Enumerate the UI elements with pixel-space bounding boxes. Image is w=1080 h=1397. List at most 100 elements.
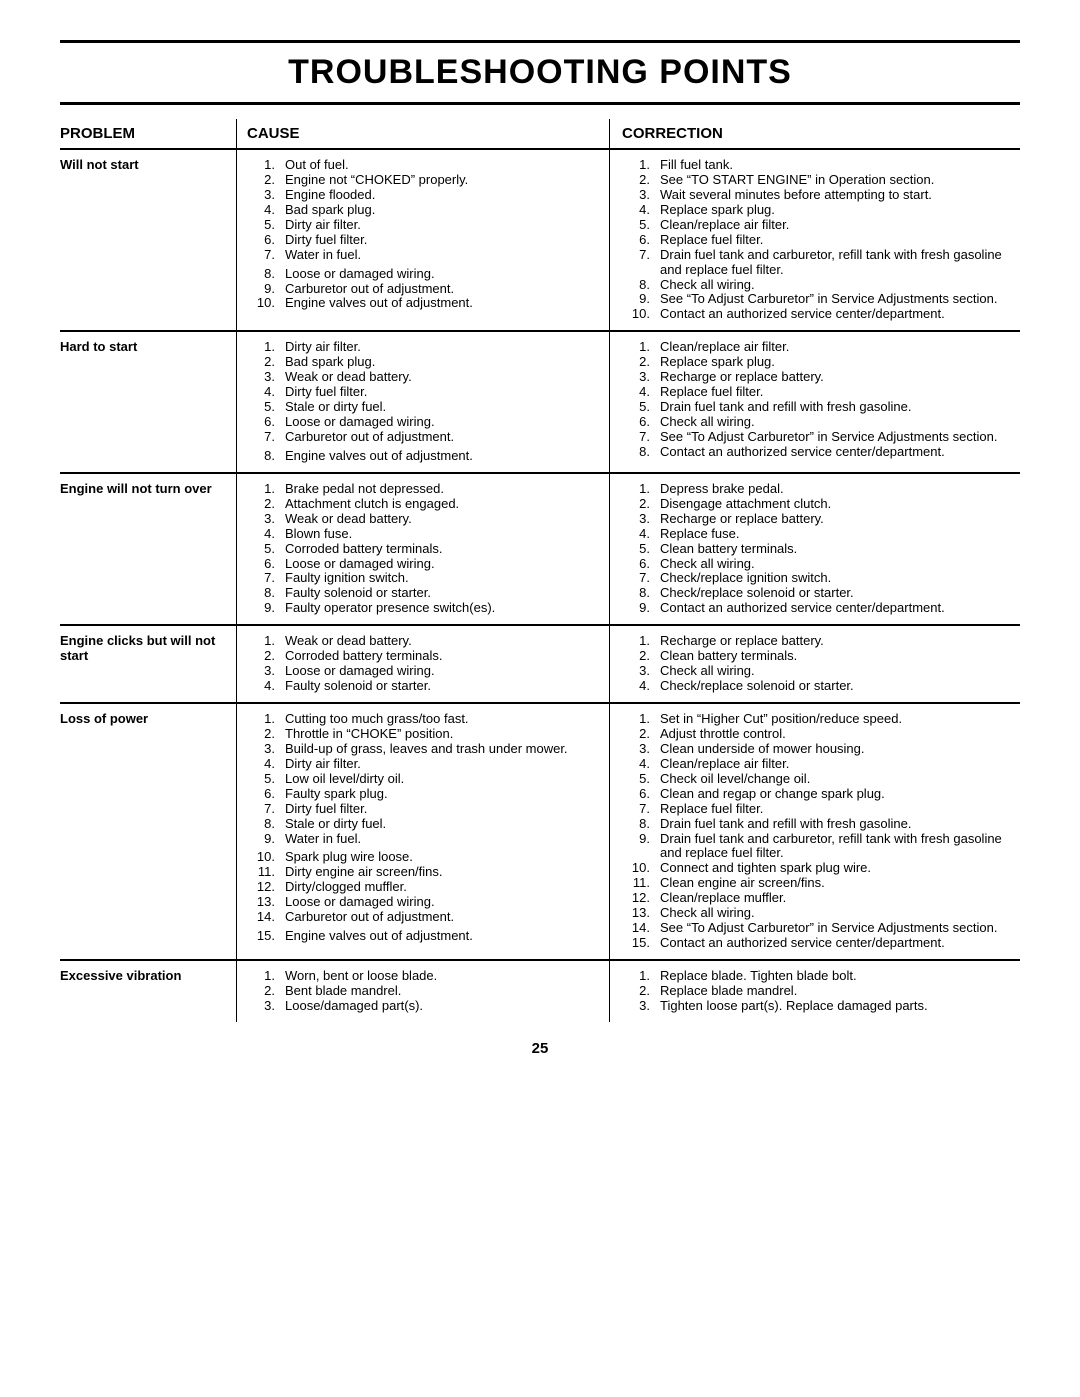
list-number: 4. xyxy=(247,203,285,218)
list-item: 2.Throttle in “CHOKE” position. xyxy=(247,727,597,742)
list-text: Drain fuel tank and refill with fresh ga… xyxy=(660,400,1020,415)
correction-cell: 1.Recharge or replace battery.2.Clean ba… xyxy=(610,625,1021,703)
list-text: Wait several minutes before attempting t… xyxy=(660,188,1020,203)
list-item: 10.Connect and tighten spark plug wire. xyxy=(622,861,1020,876)
list-number: 12. xyxy=(622,891,660,906)
header-problem: PROBLEM xyxy=(60,119,237,149)
list-item: 11.Dirty engine air screen/fins. xyxy=(247,865,597,880)
list-text: Set in “Higher Cut” position/reduce spee… xyxy=(660,712,1020,727)
list-number: 3. xyxy=(247,512,285,527)
list-item: 7.Check/replace ignition switch. xyxy=(622,571,1020,586)
list-number: 2. xyxy=(622,984,660,999)
list-number: 13. xyxy=(247,895,285,910)
list-text: Depress brake pedal. xyxy=(660,482,1020,497)
list-text: Check all wiring. xyxy=(660,557,1020,572)
list-number: 3. xyxy=(247,188,285,203)
list-number: 3. xyxy=(247,370,285,385)
list-item: 6.Faulty spark plug. xyxy=(247,787,597,802)
list-number: 3. xyxy=(247,742,285,757)
list-text: Check all wiring. xyxy=(660,664,1020,679)
list-text: Carburetor out of adjustment. xyxy=(285,282,597,297)
list-number: 6. xyxy=(247,787,285,802)
list-text: Dirty/clogged muffler. xyxy=(285,880,597,895)
list-text: Loose/damaged part(s). xyxy=(285,999,597,1014)
table-row: Engine clicks but will not start1.Weak o… xyxy=(60,625,1020,703)
list-item: 2.Replace spark plug. xyxy=(622,355,1020,370)
list-number: 13. xyxy=(622,906,660,921)
list-number: 9. xyxy=(247,601,285,616)
list-text: See “To Adjust Carburetor” in Service Ad… xyxy=(660,292,1020,307)
header-correction: CORRECTION xyxy=(610,119,1021,149)
list-item: 5.Clean battery terminals. xyxy=(622,542,1020,557)
list-number: 1. xyxy=(622,340,660,355)
list-item: 9.Water in fuel. xyxy=(247,832,597,847)
list-number: 1. xyxy=(247,482,285,497)
cause-cell: 1.Dirty air filter.2.Bad spark plug.3.We… xyxy=(237,331,610,473)
list-number: 2. xyxy=(622,649,660,664)
list-number: 14. xyxy=(622,921,660,936)
list-number: 5. xyxy=(622,400,660,415)
list-item: 8.Check all wiring. xyxy=(622,278,1020,293)
list-number: 1. xyxy=(622,158,660,173)
list-item: 3.Clean underside of mower housing. xyxy=(622,742,1020,757)
list-text: Faulty operator presence switch(es). xyxy=(285,601,597,616)
list-text: Engine valves out of adjustment. xyxy=(285,296,597,311)
list-text: Contact an authorized service center/dep… xyxy=(660,601,1020,616)
list-text: Weak or dead battery. xyxy=(285,634,597,649)
list-text: Clean/replace air filter. xyxy=(660,218,1020,233)
list-number: 8. xyxy=(247,449,285,464)
list-text: Engine not “CHOKED” properly. xyxy=(285,173,597,188)
list-item: 1.Cutting too much grass/too fast. xyxy=(247,712,597,727)
list-number: 10. xyxy=(247,296,285,311)
list-item: 5.Dirty air filter. xyxy=(247,218,597,233)
troubleshooting-table: PROBLEM CAUSE CORRECTION Will not start1… xyxy=(60,119,1020,1022)
list-item: 1.Clean/replace air filter. xyxy=(622,340,1020,355)
list-text: Weak or dead battery. xyxy=(285,370,597,385)
list-item: 6.Check all wiring. xyxy=(622,415,1020,430)
list-text: Corroded battery terminals. xyxy=(285,542,597,557)
list-text: Drain fuel tank and carburetor, refill t… xyxy=(660,832,1020,862)
list-text: Water in fuel. xyxy=(285,248,597,263)
list-number: 1. xyxy=(622,969,660,984)
list-number: 5. xyxy=(622,542,660,557)
list-item: 7.See “To Adjust Carburetor” in Service … xyxy=(622,430,1020,445)
problem-cell: Engine will not turn over xyxy=(60,473,237,625)
list-item: 13.Loose or damaged wiring. xyxy=(247,895,597,910)
list-item: 8.Drain fuel tank and refill with fresh … xyxy=(622,817,1020,832)
list-text: Check all wiring. xyxy=(660,415,1020,430)
list-number: 7. xyxy=(247,571,285,586)
list-text: Corroded battery terminals. xyxy=(285,649,597,664)
list-item: 8.Contact an authorized service center/d… xyxy=(622,445,1020,460)
list-number: 2. xyxy=(622,173,660,188)
list-number: 9. xyxy=(247,832,285,847)
list-text: Low oil level/dirty oil. xyxy=(285,772,597,787)
list-number: 8. xyxy=(622,278,660,293)
list-number: 1. xyxy=(622,482,660,497)
list-number: 14. xyxy=(247,910,285,925)
list-item: 3.Tighten loose part(s). Replace damaged… xyxy=(622,999,1020,1014)
list-item: 13.Check all wiring. xyxy=(622,906,1020,921)
list-number: 1. xyxy=(247,712,285,727)
list-item: 8.Faulty solenoid or starter. xyxy=(247,586,597,601)
list-item: 7.Carburetor out of adjustment. xyxy=(247,430,597,445)
list-item: 1.Fill fuel tank. xyxy=(622,158,1020,173)
list-text: Replace fuel filter. xyxy=(660,233,1020,248)
cause-cell: 1.Brake pedal not depressed.2.Attachment… xyxy=(237,473,610,625)
list-item: 2.Disengage attachment clutch. xyxy=(622,497,1020,512)
table-row: Loss of power1.Cutting too much grass/to… xyxy=(60,703,1020,960)
list-number: 7. xyxy=(622,571,660,586)
list-text: Cutting too much grass/too fast. xyxy=(285,712,597,727)
list-item: 7.Water in fuel. xyxy=(247,248,597,263)
list-number: 5. xyxy=(622,218,660,233)
table-row: Engine will not turn over1.Brake pedal n… xyxy=(60,473,1020,625)
list-number: 2. xyxy=(247,355,285,370)
list-number: 4. xyxy=(622,203,660,218)
list-item: 9.Drain fuel tank and carburetor, refill… xyxy=(622,832,1020,862)
table-header-row: PROBLEM CAUSE CORRECTION xyxy=(60,119,1020,149)
list-text: Engine valves out of adjustment. xyxy=(285,929,597,944)
list-number: 5. xyxy=(247,218,285,233)
list-number: 9. xyxy=(622,292,660,307)
list-number: 9. xyxy=(622,832,660,862)
list-number: 7. xyxy=(247,248,285,263)
list-text: Replace spark plug. xyxy=(660,203,1020,218)
